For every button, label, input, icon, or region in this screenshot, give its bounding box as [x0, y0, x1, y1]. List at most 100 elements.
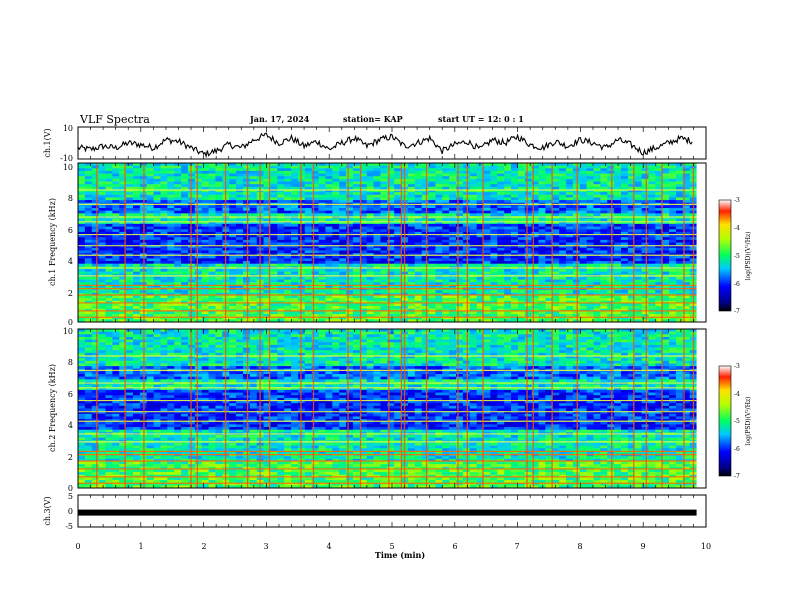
spectrogram-cell — [249, 173, 258, 177]
spectrogram-cell — [627, 192, 636, 196]
spectrogram-cell — [524, 242, 533, 246]
spectrogram-cell — [201, 303, 209, 307]
spectrogram-cell — [407, 247, 416, 251]
spectrogram-cell — [242, 237, 251, 241]
spectrogram-cell — [449, 194, 457, 198]
spectrogram-cell — [524, 263, 533, 267]
spectrogram-cell — [531, 178, 539, 182]
spectrogram-cell — [414, 189, 423, 193]
spectrogram-cell — [311, 194, 319, 198]
spectrogram-cell — [655, 282, 663, 286]
spectrogram-cell — [359, 197, 368, 201]
spectrogram-cell — [311, 282, 319, 286]
spectrogram-cell — [407, 271, 416, 275]
spectrogram-cell — [421, 176, 429, 180]
spectrogram-cell — [277, 163, 285, 167]
spectrogram-cell — [146, 218, 154, 222]
spectrogram-cell — [559, 234, 567, 238]
spectrogram-cell — [669, 210, 677, 214]
spectrogram-cell — [263, 200, 271, 204]
spectrogram-cell — [284, 271, 292, 275]
spectrogram-cell — [270, 178, 278, 182]
spectrogram-cell — [552, 165, 560, 169]
spectrogram-cell — [346, 226, 354, 230]
spectrogram-cell — [490, 231, 498, 235]
spectrogram-cell — [524, 245, 533, 249]
spectrogram-cell — [304, 231, 313, 235]
spectrogram-cell — [538, 245, 546, 249]
spectrogram-cell — [304, 284, 313, 288]
spectrogram-cell — [421, 213, 429, 217]
spectrogram-cell — [194, 234, 203, 238]
spectrogram-cell — [98, 192, 106, 196]
spectrogram-cell — [394, 284, 402, 288]
spectrogram-cell — [469, 176, 478, 180]
spectrogram-cell — [593, 290, 601, 294]
spectrogram-cell — [524, 189, 533, 193]
spectrogram-cell — [346, 231, 354, 235]
spectrogram-cell — [593, 255, 601, 259]
spectrogram-cell — [476, 276, 484, 280]
spectrogram-cell — [476, 258, 484, 262]
spectrogram-cell — [339, 213, 347, 217]
spectrogram-cell — [428, 276, 436, 280]
spectrogram-cell — [112, 247, 120, 251]
spectrogram-cell — [263, 223, 271, 227]
spectrogram-cell — [284, 213, 292, 217]
spectrogram-cell — [132, 226, 141, 230]
spectrogram-cell — [91, 221, 100, 225]
spectrogram-cell — [559, 231, 567, 235]
spectrogram-cell — [682, 186, 691, 190]
spectrogram-cell — [627, 170, 636, 174]
spectrogram-cell — [346, 173, 354, 177]
spectrogram-cell — [112, 178, 120, 182]
spectrogram-cell — [421, 234, 429, 238]
spectrogram-cell — [146, 205, 154, 209]
spectrogram-cell — [318, 168, 326, 172]
spectrogram-cell — [545, 184, 553, 188]
spectrogram-cell — [407, 242, 416, 246]
spectrogram-cell — [84, 279, 93, 283]
spectrogram-cell — [456, 255, 464, 259]
spectrogram-cell — [449, 298, 457, 302]
spectrogram-cell — [620, 176, 629, 180]
spectrogram-cell — [304, 170, 313, 174]
spectrogram-cell — [675, 276, 684, 280]
spectrogram-cell — [311, 197, 319, 201]
spectrogram-cell — [229, 178, 237, 182]
spectrogram-cell — [497, 263, 505, 267]
spectrogram-cell — [614, 263, 622, 267]
spectrogram-cell — [91, 242, 100, 246]
spectrogram-cell — [545, 176, 553, 180]
spectrogram-cell — [531, 181, 539, 185]
spectrogram-cell — [669, 218, 677, 222]
spectrogram-cell — [593, 221, 601, 225]
spectrogram-cell — [627, 186, 636, 190]
spectrogram-cell — [84, 163, 93, 167]
spectrogram-cell — [153, 250, 161, 254]
spectrogram-cell — [483, 165, 491, 169]
spectrogram-cell — [552, 245, 560, 249]
spectrogram-cell — [462, 176, 471, 180]
spectrogram-cell — [634, 263, 642, 267]
spectrogram-cell — [456, 242, 464, 246]
spectrogram-cell — [648, 239, 656, 243]
spectrogram-cell — [545, 279, 553, 283]
spectrogram-cell — [545, 194, 553, 198]
spectrogram-cell — [620, 210, 629, 214]
spectrogram-cell — [517, 261, 526, 265]
spectrogram-cell — [648, 200, 656, 204]
spectrogram-cell — [483, 290, 491, 294]
spectrogram-cell — [167, 226, 175, 230]
spectrogram-cell — [607, 258, 615, 262]
spectrogram-cell — [146, 303, 154, 307]
spectrogram-cell — [545, 237, 553, 241]
spectrogram-cell — [270, 184, 278, 188]
spectrogram-cell — [648, 218, 656, 222]
spectrogram-cell — [579, 221, 588, 225]
spectrogram-cell — [201, 165, 209, 169]
spectrogram-cell — [346, 303, 354, 307]
spectrogram-cell — [270, 170, 278, 174]
spectrogram-cell — [229, 170, 237, 174]
spectrogram-cell — [456, 173, 464, 177]
